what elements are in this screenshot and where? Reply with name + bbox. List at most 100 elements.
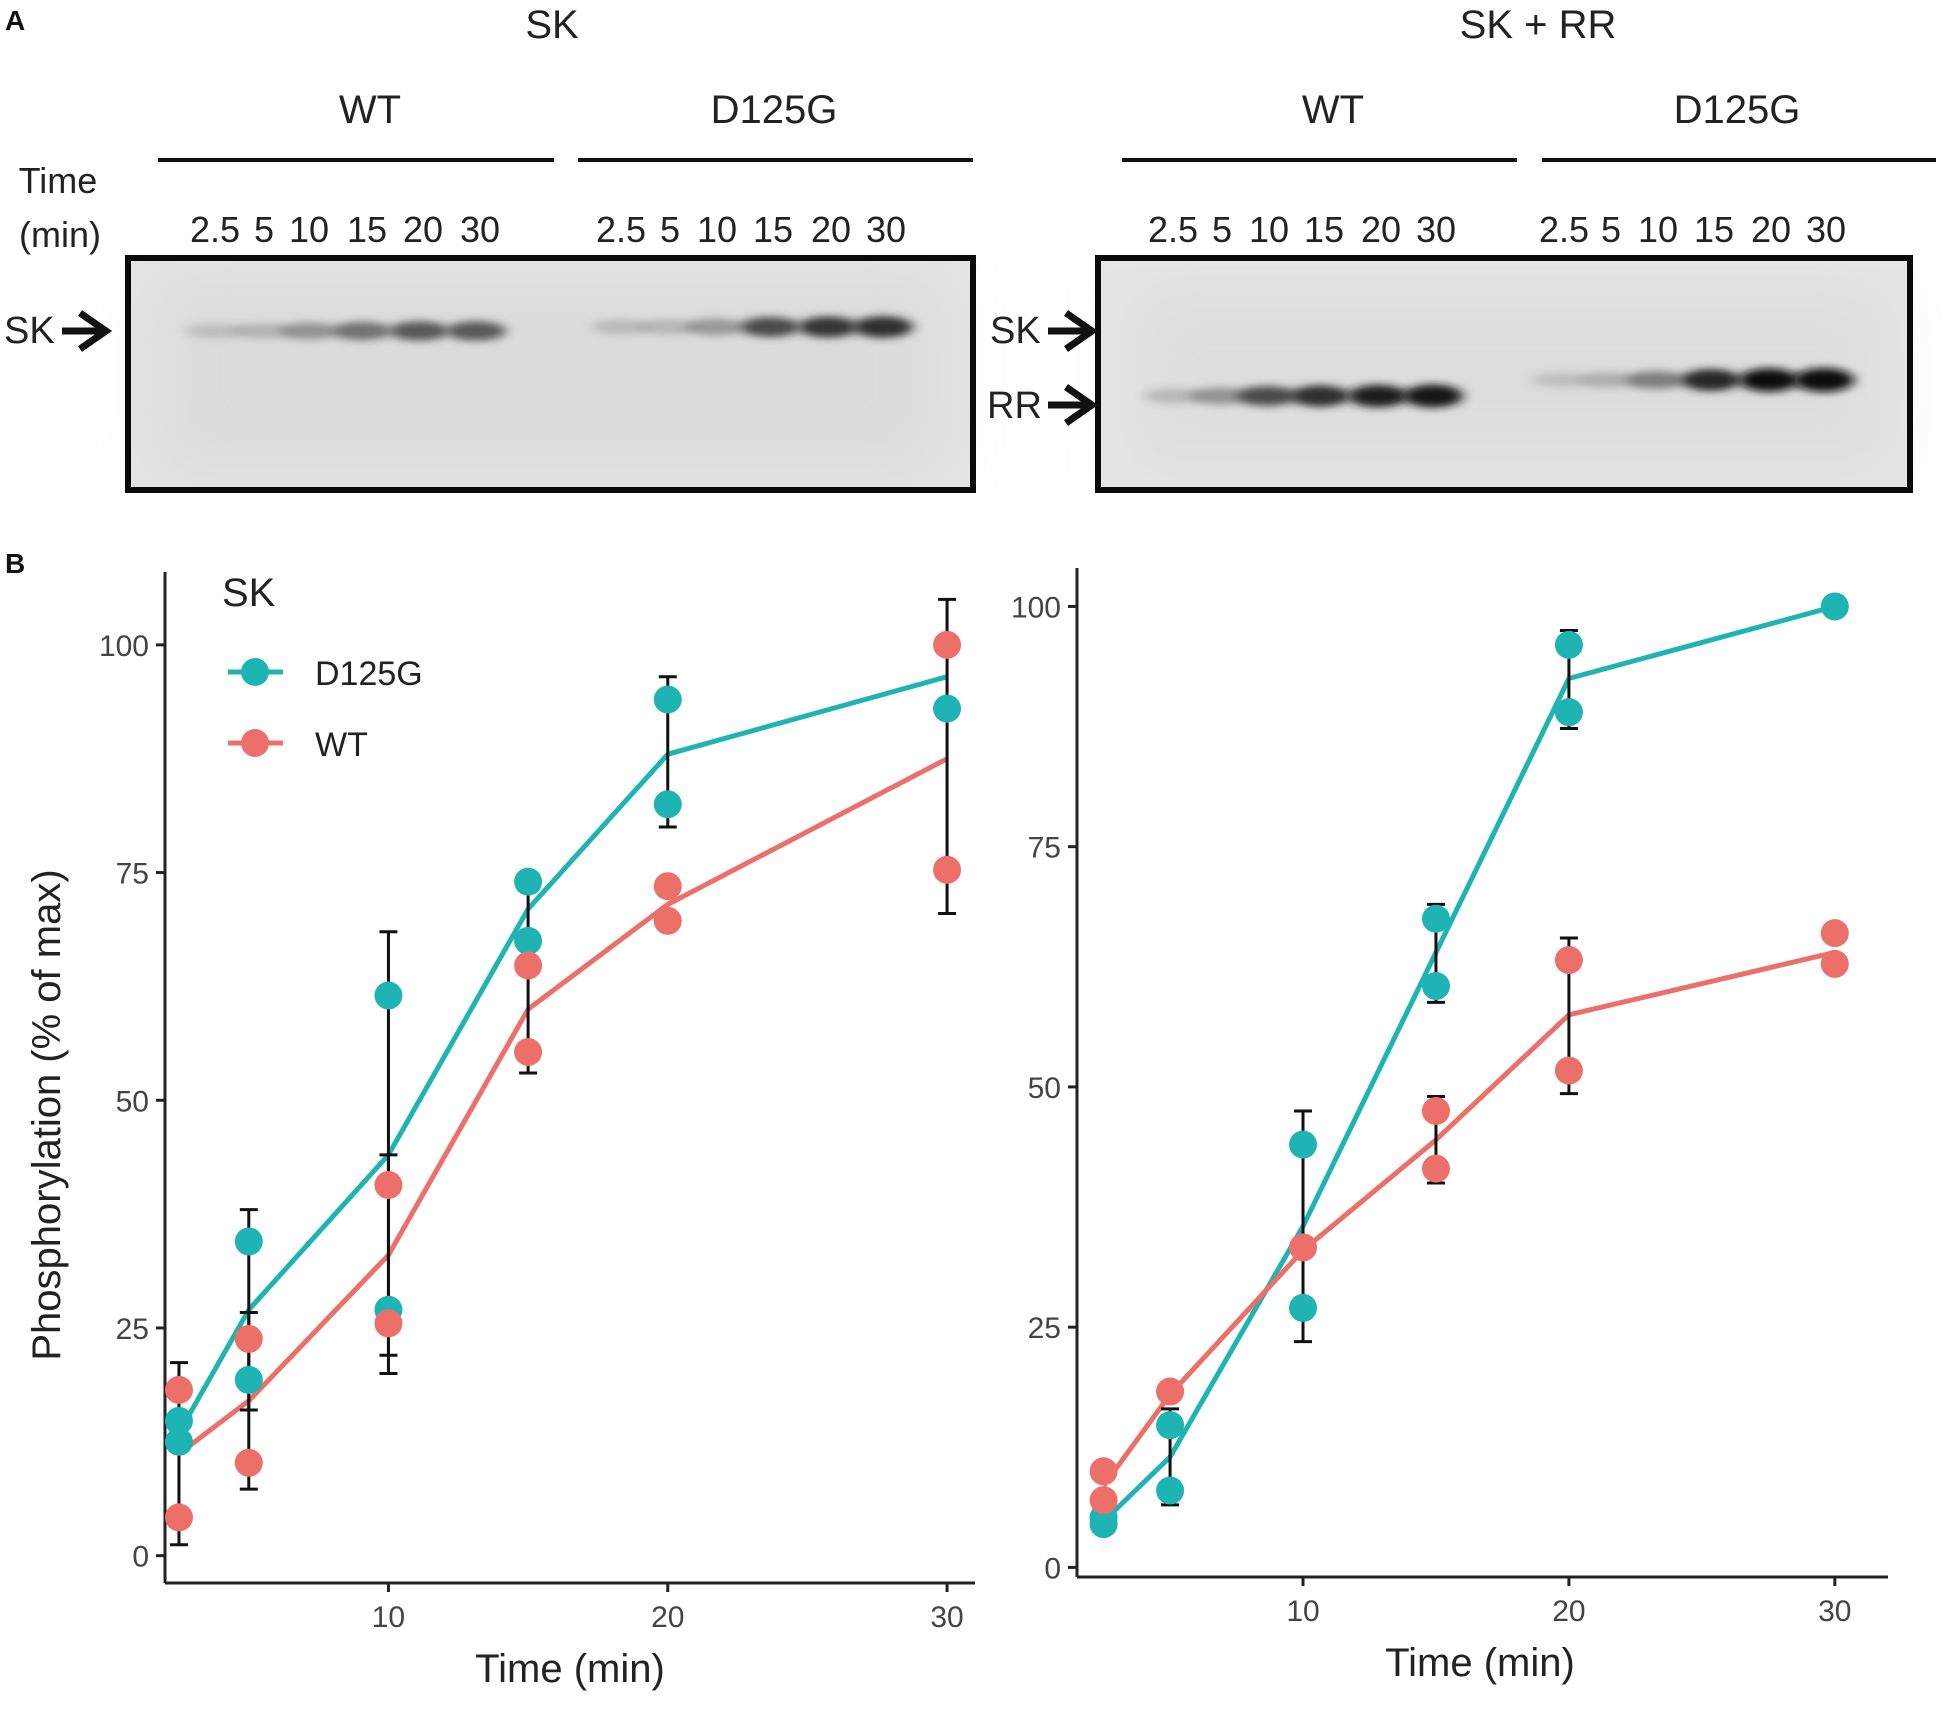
lane-label: 15 [753, 209, 793, 250]
mean-line-wt [177, 756, 949, 1456]
y-tick-label: 75 [116, 858, 149, 891]
data-point-wt [653, 872, 682, 901]
data-point-wt [1554, 1056, 1583, 1085]
blot-sk-rr-group-d125g-bar [1542, 158, 1936, 162]
mean-line-d125g [176, 674, 948, 1434]
blot-sk-marker-sk-label: SK [4, 310, 55, 352]
blot-sk-time-unit: (min) [19, 214, 101, 255]
data-point-d125g [653, 790, 682, 819]
mean-line-wt [1101, 949, 1836, 1488]
data-point-d125g [234, 1227, 263, 1256]
lane-label: 30 [1416, 209, 1456, 250]
blot-sk-title: SK [525, 3, 579, 47]
rr-band [1579, 372, 1639, 388]
data-point-d125g [1289, 1293, 1318, 1322]
blot-sk-rr-marker-sk-label: SK [990, 310, 1041, 352]
data-point-wt [1089, 1486, 1118, 1515]
data-point-wt [234, 1324, 263, 1353]
y-tick-label: 50 [116, 1085, 149, 1118]
x-tick-label: 20 [1552, 1595, 1585, 1628]
legend-d125g-marker [241, 658, 269, 686]
data-point-wt [653, 906, 682, 935]
data-point-wt [164, 1375, 193, 1404]
y-tick-label: 100 [99, 630, 149, 663]
sk-band [232, 323, 292, 339]
rr-band [1532, 372, 1592, 388]
sk-band [332, 321, 392, 341]
y-tick-label: 25 [116, 1313, 149, 1346]
data-point-d125g [374, 981, 403, 1010]
data-point-wt [1089, 1457, 1118, 1486]
sk-band [185, 323, 245, 339]
sk-band [279, 322, 339, 340]
blot-sk-rr-bands [1143, 368, 1854, 408]
lane-label: 5 [1601, 209, 1621, 250]
data-point-wt [514, 951, 543, 980]
blot-sk-group-wt-bar [158, 158, 554, 162]
blot-sk-marker-sk-arrow-icon [62, 310, 113, 352]
data-point-wt [374, 1170, 403, 1199]
blot-sk-frame [125, 255, 976, 493]
panel-b-label: B [5, 548, 25, 579]
blot-sk-rr-group-wt-bar [1122, 158, 1517, 162]
chart-sk: Phosphorylation (% of max) Time (min) 0 2… [25, 571, 975, 1691]
data-point-wt [1421, 1096, 1450, 1125]
data-point-wt [933, 630, 962, 659]
data-point-d125g [1554, 698, 1583, 727]
rr-band [1739, 368, 1799, 392]
lane-label: 20 [403, 209, 443, 250]
blot-sk-rr-group-wt: WT [1302, 88, 1364, 132]
data-point-wt [1820, 919, 1849, 948]
chart-sk-ylabel: Phosphorylation (% of max) [25, 869, 69, 1360]
data-point-wt [374, 1309, 403, 1338]
legend-wt-marker [241, 729, 269, 757]
blot-sk-shading [160, 280, 940, 470]
lane-label: 10 [289, 209, 329, 250]
lane-label: 2.5 [596, 209, 646, 250]
lane-label: 10 [1638, 209, 1678, 250]
lane-label: 5 [1212, 209, 1232, 250]
x-tick-label: 10 [372, 1601, 405, 1634]
y-tick-label: 100 [1011, 591, 1061, 624]
blot-sk-rr-marker-sk-arrow-icon [1048, 310, 1099, 352]
rr-band [1403, 384, 1463, 408]
mean-line-d125g [1101, 603, 1836, 1524]
chart-sk-rr: Time (min) 0 25 50 75 100 10 20 30 [1011, 568, 1888, 1685]
rr-band [1143, 388, 1203, 404]
data-point-d125g [1554, 630, 1583, 659]
sk-band [389, 321, 449, 341]
data-point-d125g [1820, 592, 1849, 621]
lane-label: 30 [460, 209, 500, 250]
blot-sk-bands [185, 316, 913, 341]
data-point-d125g [234, 1365, 263, 1394]
blot-sk-rr-frame [1095, 255, 1913, 493]
rr-band [1348, 384, 1408, 408]
sk-band [591, 319, 651, 335]
legend-d125g-label: D125G [315, 655, 423, 693]
blot-sk: SK WT D125G Time (min) 2.5 5 10 15 20 30… [4, 3, 976, 493]
rr-band [1290, 385, 1350, 407]
data-point-wt [933, 855, 962, 884]
blot-sk-rr-marker-rr-label: RR [987, 385, 1042, 427]
blot-sk-group-wt: WT [339, 88, 401, 132]
lane-label: 2.5 [190, 209, 240, 250]
sk-band [798, 316, 858, 338]
y-tick-label: 0 [1044, 1552, 1061, 1585]
lane-label: 20 [1361, 209, 1401, 250]
lane-label: 2.5 [1148, 209, 1198, 250]
lane-label: 30 [866, 209, 906, 250]
chart-sk-plot: 0 25 50 75 100 10 20 30 [99, 572, 975, 1634]
blot-sk-group-d125g-bar [578, 158, 973, 162]
lane-label: 10 [697, 209, 737, 250]
blot-sk-rr-group-d125g: D125G [1674, 88, 1801, 132]
blot-sk-rr: SK + RR WT D125G 2.5 5 10 15 20 30 2.5 5… [987, 3, 1936, 493]
chart-sk-rr-plot: 0 25 50 75 100 10 20 30 [1011, 568, 1888, 1628]
x-tick-label: 20 [651, 1601, 684, 1634]
data-point-wt [1156, 1377, 1185, 1406]
y-tick-label: 0 [132, 1541, 149, 1574]
data-point-d125g [1156, 1411, 1185, 1440]
y-tick-label: 50 [1028, 1072, 1061, 1105]
blot-sk-rr-marker-rr-arrow-icon [1048, 384, 1099, 426]
chart-sk-legend: SK D125G WT [222, 571, 423, 764]
